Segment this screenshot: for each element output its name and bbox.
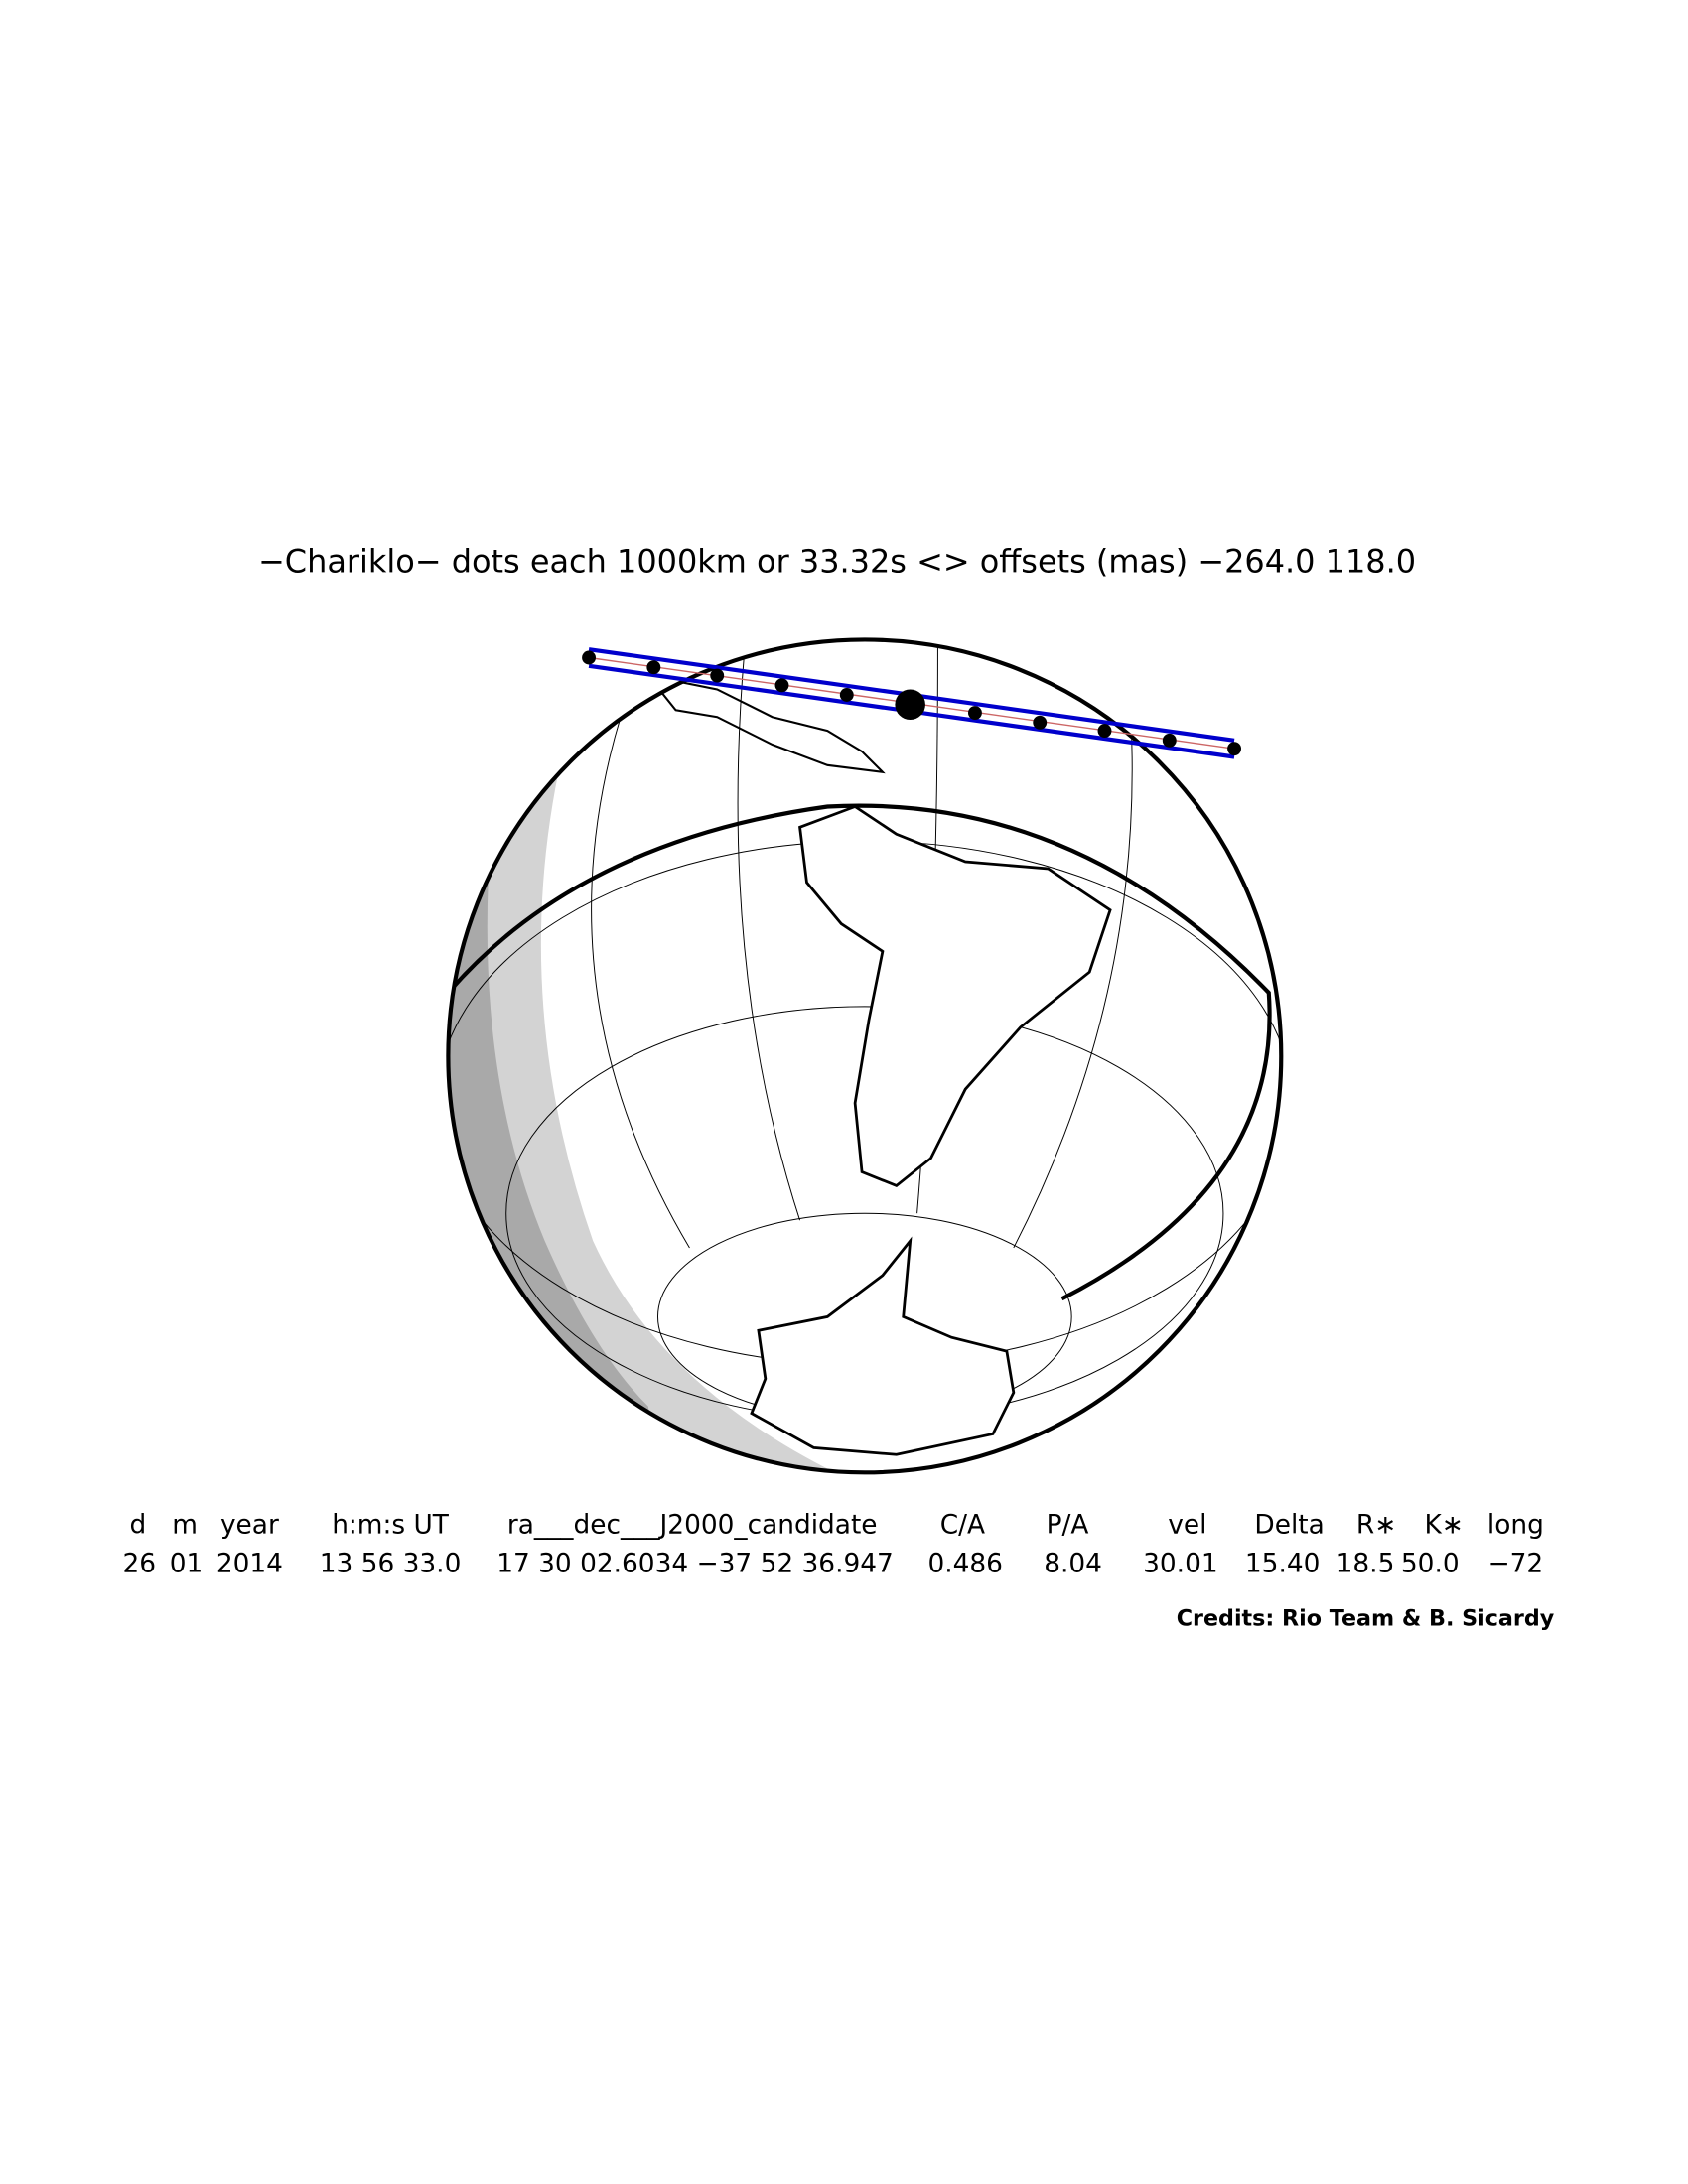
table-cell: 50.0: [1401, 1549, 1460, 1578]
table-cell: 13 56 33.0: [320, 1549, 462, 1578]
table-cell: 15.40: [1245, 1549, 1321, 1578]
table-header: P/A: [1047, 1510, 1089, 1540]
table-cell: 01: [170, 1549, 204, 1578]
table-header: R∗: [1356, 1510, 1396, 1540]
table-cell: 8.04: [1044, 1549, 1102, 1578]
parameter-table: d m year h:m:s UT ra___dec___J2000_candidate…: [122, 1510, 1543, 1578]
table-header: d: [130, 1510, 147, 1540]
south-america: [798, 804, 1112, 1188]
table-cell: 17 30 02.6034 −37 52 36.947: [496, 1549, 894, 1578]
credits: Credits: Rio Team & B. Sicardy: [1177, 1606, 1555, 1632]
table-header: Delta: [1254, 1510, 1324, 1540]
globe-limb: [446, 637, 1284, 1475]
table-cell: −72: [1488, 1549, 1544, 1578]
shadow-limit: [448, 803, 1272, 1301]
table-cell: 2014: [216, 1549, 283, 1578]
title: −Chariklo− dots each 1000km or 33.32s <>…: [258, 542, 1416, 580]
table-header: C/A: [940, 1510, 985, 1540]
table-header: h:m:s UT: [332, 1510, 450, 1540]
table-header: long: [1487, 1510, 1544, 1540]
table-cell: 30.01: [1143, 1549, 1218, 1578]
table-cell: 0.486: [927, 1549, 1003, 1578]
table-header: year: [220, 1510, 279, 1540]
table-header: K∗: [1424, 1510, 1463, 1540]
antarctica: [750, 1236, 1016, 1456]
table-header: m: [172, 1510, 198, 1540]
occultation-track: [582, 647, 1241, 759]
table-header: vel: [1168, 1510, 1206, 1540]
table-header: ra___dec___J2000_candidate: [507, 1510, 878, 1540]
table-cell: 26: [122, 1549, 156, 1578]
table-cell: 18.5: [1336, 1549, 1395, 1578]
track-dots: [582, 650, 1241, 756]
central-america: [645, 673, 886, 774]
